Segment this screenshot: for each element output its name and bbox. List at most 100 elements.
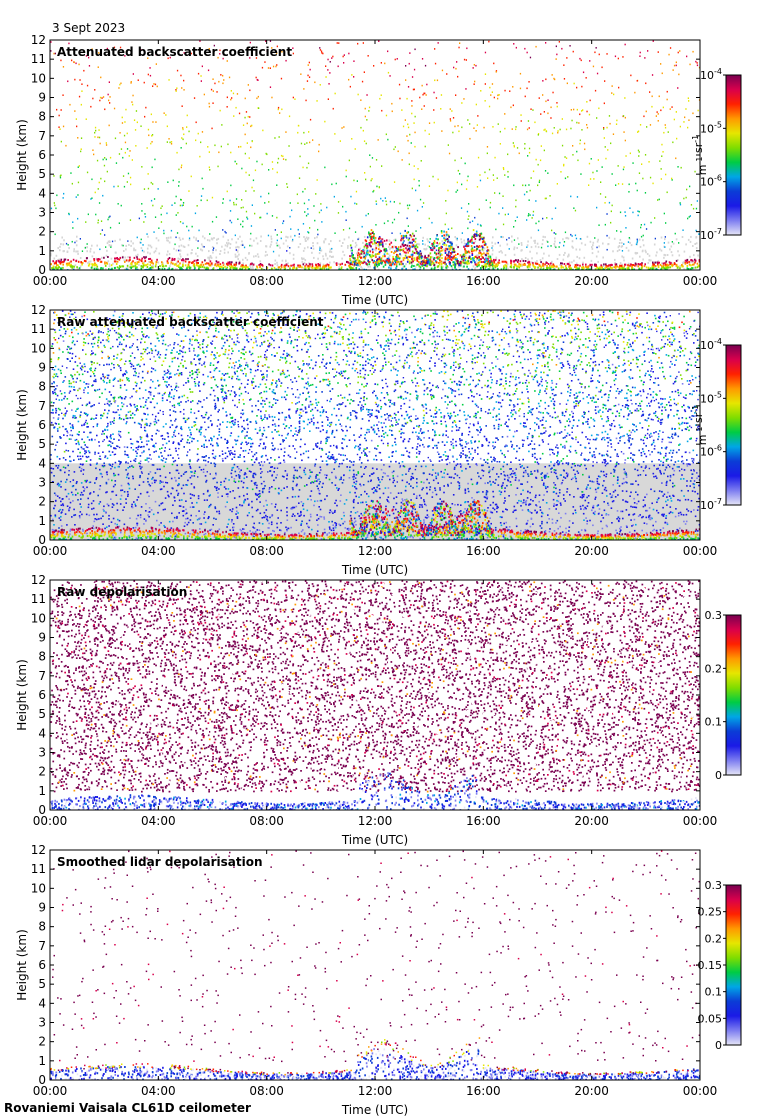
y-tick-label: 12 xyxy=(31,303,46,317)
y-tick-label: 9 xyxy=(38,361,46,375)
y-tick-label: 10 xyxy=(31,341,46,355)
colorbar-tick-label: 0.2 xyxy=(705,662,723,675)
colorbar-tick-label: 10-7 xyxy=(700,227,722,242)
x-axis-label: Time (UTC) xyxy=(341,1103,408,1117)
heatmap-area xyxy=(50,40,700,270)
heatmap-area xyxy=(50,850,700,1080)
y-tick-label: 5 xyxy=(38,707,46,721)
colorbar-gradient xyxy=(725,344,742,506)
x-tick-label: 12:00 xyxy=(358,544,393,558)
y-axis-label: Height (km) xyxy=(15,929,29,1000)
date-label: 3 Sept 2023 xyxy=(52,21,125,35)
x-tick-label: 00:00 xyxy=(33,1084,68,1098)
y-tick-label: 8 xyxy=(38,110,46,124)
colorbar-gradient xyxy=(725,74,742,236)
x-tick-label: 00:00 xyxy=(683,814,718,828)
colorbar-tick-label: 10-7 xyxy=(700,497,722,512)
y-tick-label: 2 xyxy=(38,225,46,239)
x-tick-label: 04:00 xyxy=(141,1084,176,1098)
y-tick-label: 12 xyxy=(31,33,46,47)
colorbar: 0.3 0.25 0.2 0.15 0.1 0.05 0 xyxy=(698,879,742,1052)
y-tick-label: 8 xyxy=(38,650,46,664)
panel-title: Raw attenuated backscatter coefficient xyxy=(57,315,324,329)
y-tick-label: 11 xyxy=(31,322,46,336)
colorbar: 10-4 10-5 10-6 10-7 m-1 sr-1 xyxy=(691,67,742,242)
x-tick-label: 00:00 xyxy=(683,274,718,288)
colorbar-tick-label: 10-5 xyxy=(700,120,722,135)
colorbar-tick-label: 10-6 xyxy=(700,174,722,189)
y-tick-label: 7 xyxy=(38,399,46,413)
x-tick-label: 20:00 xyxy=(574,814,609,828)
y-tick-label: 1 xyxy=(38,244,46,258)
x-tick-label: 20:00 xyxy=(574,1084,609,1098)
panel-title: Smoothed lidar depolarisation xyxy=(57,855,263,869)
colorbar-tick-label: 10-6 xyxy=(700,444,722,459)
x-tick-label: 00:00 xyxy=(683,1084,718,1098)
x-tick-label: 20:00 xyxy=(574,274,609,288)
x-tick-label: 08:00 xyxy=(249,544,284,558)
y-tick-label: 1 xyxy=(38,784,46,798)
x-tick-label: 00:00 xyxy=(683,544,718,558)
colorbar-tick-label: 0.3 xyxy=(705,609,723,622)
y-tick-label: 6 xyxy=(38,688,46,702)
x-tick-label: 20:00 xyxy=(574,544,609,558)
y-tick-label: 7 xyxy=(38,669,46,683)
x-tick-label: 16:00 xyxy=(466,814,501,828)
y-tick-label: 9 xyxy=(38,631,46,645)
y-tick-label: 0 xyxy=(38,263,46,277)
y-tick-label: 10 xyxy=(31,881,46,895)
y-tick-label: 4 xyxy=(38,996,46,1010)
y-tick-label: 7 xyxy=(38,129,46,143)
x-tick-label: 12:00 xyxy=(358,1084,393,1098)
x-axis-label: Time (UTC) xyxy=(341,833,408,847)
y-tick-label: 3 xyxy=(38,1016,46,1030)
y-tick-label: 0 xyxy=(38,533,46,547)
y-tick-label: 12 xyxy=(31,573,46,587)
y-tick-label: 9 xyxy=(38,901,46,915)
y-axis-label: Height (km) xyxy=(15,659,29,730)
colorbar-tick-label: 0.15 xyxy=(698,959,723,972)
x-tick-label: 16:00 xyxy=(466,274,501,288)
y-tick-label: 3 xyxy=(38,476,46,490)
x-tick-label: 12:00 xyxy=(358,274,393,288)
colorbar-tick-label: 0.2 xyxy=(705,932,723,945)
y-tick-label: 9 xyxy=(38,91,46,105)
panel-title: Raw depolarisation xyxy=(57,585,187,599)
colorbar-tick-label: 0.1 xyxy=(705,716,723,729)
instrument-label: Rovaniemi Vaisala CL61D ceilometer xyxy=(4,1101,251,1115)
colorbar: 0.3 0.2 0.1 0 xyxy=(705,609,742,782)
y-tick-label: 8 xyxy=(38,920,46,934)
x-tick-label: 08:00 xyxy=(249,1084,284,1098)
y-tick-label: 10 xyxy=(31,71,46,85)
x-tick-label: 04:00 xyxy=(141,274,176,288)
x-tick-label: 16:00 xyxy=(466,544,501,558)
y-tick-label: 7 xyxy=(38,939,46,953)
y-tick-label: 11 xyxy=(31,862,46,876)
colorbar-gradient xyxy=(725,884,742,1046)
panel-title: Attenuated backscatter coefficient xyxy=(57,45,292,59)
y-tick-label: 4 xyxy=(38,726,46,740)
y-tick-label: 12 xyxy=(31,843,46,857)
colorbar: 10-4 10-5 10-6 10-7 m-1 sr-1 xyxy=(691,337,742,512)
y-tick-label: 11 xyxy=(31,592,46,606)
colorbar-gradient xyxy=(725,614,742,776)
colorbar-tick-label: 0.3 xyxy=(705,879,723,892)
colorbar-tick-label: 0.1 xyxy=(705,986,723,999)
y-tick-label: 6 xyxy=(38,148,46,162)
x-tick-label: 00:00 xyxy=(33,544,68,558)
y-tick-label: 3 xyxy=(38,746,46,760)
colorbar-tick-label: 10-4 xyxy=(700,67,722,82)
y-tick-label: 0 xyxy=(38,803,46,817)
colorbar-unit-label: m-1 sr-1 xyxy=(691,135,709,175)
x-tick-label: 00:00 xyxy=(33,274,68,288)
y-tick-label: 10 xyxy=(31,611,46,625)
x-tick-label: 00:00 xyxy=(33,814,68,828)
heatmap-area xyxy=(50,580,700,810)
y-tick-label: 0 xyxy=(38,1073,46,1087)
y-tick-label: 2 xyxy=(38,765,46,779)
colorbar-unit-label: m-1 sr-1 xyxy=(691,405,709,445)
